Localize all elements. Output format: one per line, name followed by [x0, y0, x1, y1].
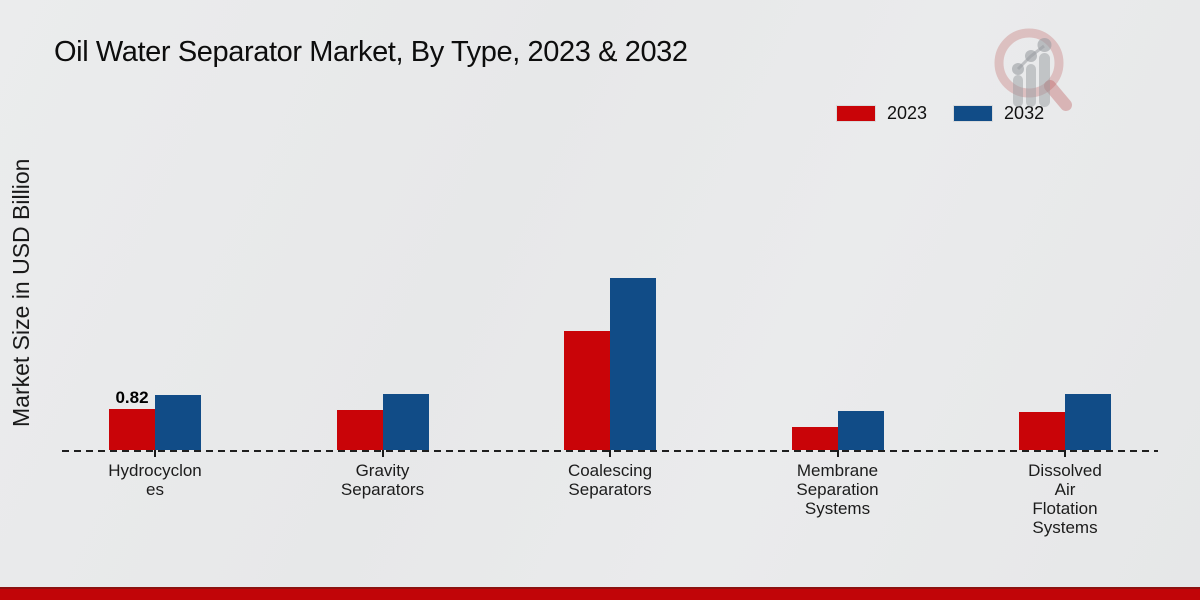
bar-2023-1 [109, 409, 155, 450]
bar-2023-2 [336, 410, 383, 450]
legend-label-2032: 2032 [1004, 103, 1045, 123]
legend-item-2032: 2032 [953, 103, 1044, 124]
chart-title: Oil Water Separator Market, By Type, 202… [54, 36, 688, 68]
bar-2023-3 [564, 331, 610, 450]
bar-2032-5 [1065, 394, 1111, 450]
legend-swatch-2023 [836, 105, 876, 122]
bar-value-label: 0.82 [115, 388, 149, 407]
brand-watermark [983, 20, 1083, 120]
category-label: Dissolved Air Flotation Systems [1028, 461, 1102, 537]
bar-2032-4 [837, 411, 884, 450]
legend: 2023 2032 [836, 103, 1044, 124]
bar-2023-5 [1019, 412, 1065, 450]
category-label: Hydrocyclon es [108, 461, 202, 499]
category-label: Membrane Separation Systems [796, 461, 879, 518]
x-axis-tick [1064, 450, 1066, 457]
x-axis-tick [609, 450, 611, 457]
footer-stripe [0, 587, 1200, 600]
category-label: Coalescing Separators [567, 461, 653, 499]
x-axis-baseline [62, 450, 1158, 452]
bar-2023-4 [791, 427, 838, 450]
legend-item-2023: 2023 [836, 103, 927, 124]
bar-2032-1 [155, 395, 201, 450]
legend-label-2023: 2023 [887, 103, 928, 123]
category-label: Gravity Separators [340, 461, 425, 499]
bar-2032-3 [610, 278, 656, 450]
legend-swatch-2032 [953, 105, 994, 122]
x-axis-tick [836, 450, 839, 457]
x-axis-tick [154, 450, 156, 457]
bar-2032-2 [382, 394, 429, 450]
magnifier-bar-chart-logo-icon [994, 28, 1072, 111]
x-axis-tick [381, 450, 384, 457]
